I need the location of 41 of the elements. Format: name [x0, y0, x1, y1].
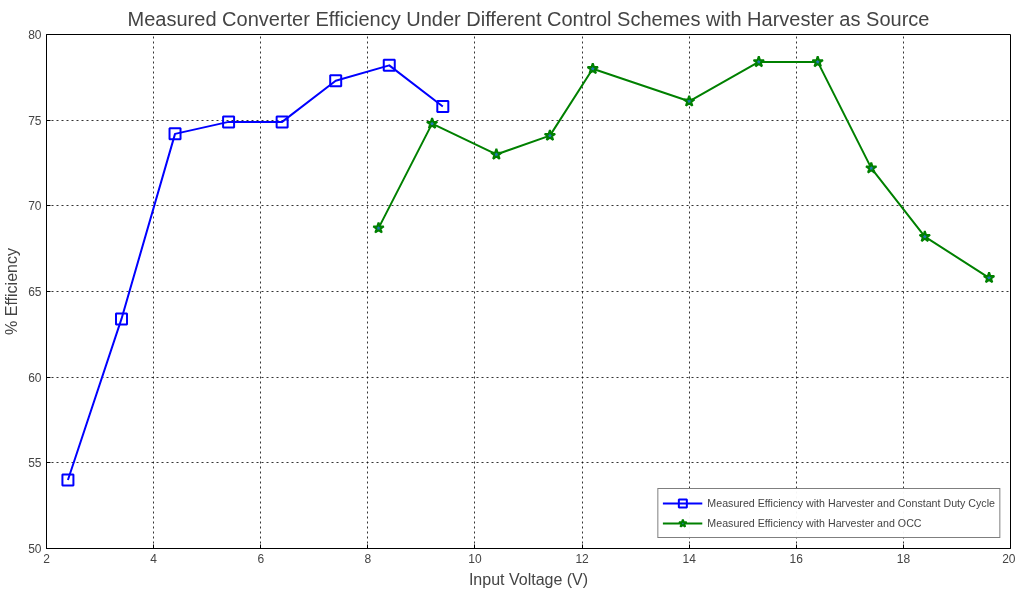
x-tick-label: 4	[150, 551, 158, 566]
point	[586, 62, 599, 75]
y-tick-label: 70	[28, 199, 42, 214]
x-tick-label: 6	[257, 551, 265, 566]
x-tick-label: 20	[1002, 551, 1016, 566]
x-tick-label: 18	[896, 551, 911, 566]
point	[918, 230, 932, 243]
point	[682, 94, 696, 107]
point	[114, 312, 128, 326]
y-tick-label: 50	[28, 542, 42, 556]
point	[436, 99, 450, 113]
point	[811, 55, 824, 68]
chart-title: Measured Converter Efficiency Under Different Control Schemes with Harvester as Source	[127, 7, 930, 30]
y-axis-title: % Efficiency	[3, 248, 21, 335]
point	[275, 115, 289, 129]
x-tick-label: 2	[43, 551, 51, 566]
y-tick-label: 80	[28, 28, 42, 42]
x-tick-label: 16	[789, 551, 804, 566]
point	[61, 473, 75, 487]
x-axis-title: Input Voltage (V)	[468, 570, 589, 588]
point	[982, 271, 996, 284]
point	[865, 161, 878, 174]
point	[382, 58, 396, 72]
point	[425, 117, 439, 130]
point	[329, 74, 343, 88]
point	[168, 127, 182, 141]
x-tick-label: 14	[682, 551, 697, 566]
y-tick-label: 75	[28, 113, 42, 128]
legend-label: Measured Efficiency with Harvester and Constant Duty Cycle	[707, 497, 995, 509]
point	[543, 129, 557, 142]
y-tick-label: 65	[28, 285, 42, 299]
y-tick-label: 60	[28, 370, 42, 385]
point	[490, 147, 503, 160]
y-tick-label: 55	[28, 456, 42, 471]
point	[752, 55, 766, 68]
legend-label: Measured Efficiency with Harvester and OCC	[707, 517, 922, 529]
point	[222, 115, 236, 129]
x-tick-label: 8	[364, 551, 372, 566]
x-tick-label: 12	[575, 551, 590, 566]
point	[372, 221, 385, 234]
x-tick-label: 10	[468, 551, 482, 566]
